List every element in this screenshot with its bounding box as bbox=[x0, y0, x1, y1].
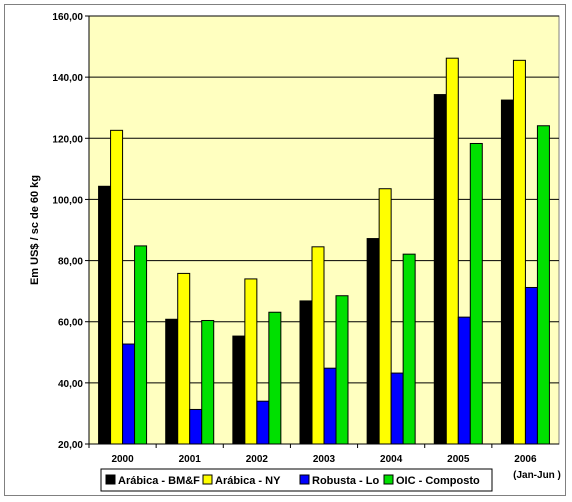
bar-2001-3 bbox=[189, 408, 203, 445]
bar-2006-1 bbox=[500, 99, 514, 445]
bar-2004-1 bbox=[366, 238, 380, 445]
bar-2002-4 bbox=[268, 311, 282, 445]
y-tick-label: 160,00 bbox=[52, 12, 83, 23]
bar-2004-4 bbox=[402, 253, 416, 445]
bar-2001-2 bbox=[177, 272, 191, 445]
legend-swatch-2 bbox=[202, 474, 213, 485]
legend-label-2: Arábica - NY bbox=[215, 475, 281, 487]
x-tick-label-2001: 2001 bbox=[179, 454, 202, 465]
bar-2003-1 bbox=[299, 300, 313, 445]
bar-2002-1 bbox=[232, 335, 246, 445]
legend-box bbox=[100, 468, 493, 492]
y-tick-label: 140,00 bbox=[52, 73, 83, 84]
y-tick-label: 120,00 bbox=[52, 134, 83, 145]
bar-2006-2 bbox=[512, 59, 526, 445]
y-tick-labels: 20,00 40,00 60,00 80,00 100,00 120,00 140,00 16… bbox=[52, 12, 89, 451]
y-axis-label: Em US$ / sc de 60 kg bbox=[29, 175, 41, 285]
bar-2005-3 bbox=[457, 316, 471, 445]
y-tick-label: 80,00 bbox=[58, 257, 83, 268]
bar-2002-3 bbox=[256, 400, 270, 445]
x-tick-label-2005: 2005 bbox=[447, 454, 470, 465]
legend-label-3: Robusta - Lo bbox=[312, 475, 379, 487]
bar-2000-3 bbox=[122, 343, 136, 445]
x-tick-label-2003: 2003 bbox=[313, 454, 336, 465]
legend-swatch-4 bbox=[383, 474, 394, 485]
x-tick-labels: 2000 2001 2002 2003 2004 2005 2006 bbox=[88, 444, 537, 465]
bar-2000-1 bbox=[98, 185, 112, 445]
legend-swatch-1 bbox=[105, 474, 116, 485]
legend: Arábica - BM&F Arábica - NY Robusta - Lo OI… bbox=[105, 474, 480, 487]
x-tick-label-2004: 2004 bbox=[380, 454, 403, 465]
bars bbox=[98, 57, 550, 445]
bar-2005-2 bbox=[445, 57, 459, 445]
legend-swatch-3 bbox=[299, 474, 310, 485]
bar-2005-4 bbox=[469, 142, 483, 445]
legend-label-4: OIC - Composto bbox=[396, 475, 480, 487]
bar-2002-2 bbox=[244, 278, 258, 445]
x-tick-label-2006: 2006 bbox=[514, 454, 537, 465]
y-tick-label: 60,00 bbox=[58, 318, 83, 329]
bar-2006-4 bbox=[536, 125, 550, 445]
x-tick-label-2000: 2000 bbox=[111, 454, 134, 465]
legend-label-1: Arábica - BM&F bbox=[118, 475, 200, 487]
bar-2005-1 bbox=[433, 94, 447, 445]
x-tick-label-2002: 2002 bbox=[246, 454, 269, 465]
bar-2006-3 bbox=[524, 286, 538, 445]
y-tick-label: 40,00 bbox=[58, 379, 83, 390]
bar-2003-4 bbox=[335, 295, 349, 445]
y-tick-label: 20,00 bbox=[58, 440, 83, 451]
bar-2001-4 bbox=[201, 319, 215, 445]
category-note: (Jan-Jun ) bbox=[513, 470, 561, 481]
bar-2003-2 bbox=[311, 246, 325, 445]
bar-2000-4 bbox=[134, 245, 148, 445]
bar-2000-2 bbox=[110, 129, 124, 445]
y-tick-label: 100,00 bbox=[52, 195, 83, 206]
bar-2001-1 bbox=[165, 318, 179, 445]
bar-2004-3 bbox=[390, 372, 404, 445]
bar-2003-3 bbox=[323, 367, 337, 445]
bar-2004-2 bbox=[378, 188, 392, 445]
